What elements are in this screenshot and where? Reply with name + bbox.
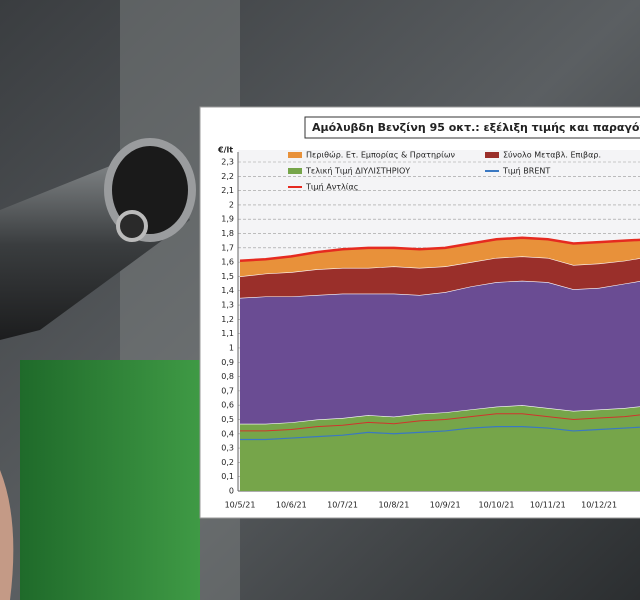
stacked-area xyxy=(240,405,640,491)
x-tick-label: 10/11/21 xyxy=(530,501,566,510)
y-tick-label: 0,5 xyxy=(221,415,234,424)
y-tick-label: 1,3 xyxy=(221,301,234,310)
legend-label: Σύνολο Μεταβλ. Επιβαρ. xyxy=(503,150,601,160)
y-tick-label: 0,1 xyxy=(221,472,234,481)
y-tick-label: 0,4 xyxy=(221,429,234,438)
x-tick-label: 10/7/21 xyxy=(327,501,358,510)
chart-title: Αμόλυβδη Βενζίνη 95 οκτ.: εξέλιξη τιμής … xyxy=(312,121,640,134)
x-tick-label: 10/10/21 xyxy=(479,501,515,510)
stacked-area xyxy=(240,256,640,298)
plot: 0 0,1 0,2 0,3 0,4 0,5 0,6 0,7 0,8 0,9 1 1,1 1,2 1,3 1,… xyxy=(221,150,640,510)
legend-swatch xyxy=(288,168,302,174)
legend-swatch xyxy=(288,152,302,158)
y-tick-label: 0,8 xyxy=(221,372,234,381)
legend-label: Τιμή BRENT xyxy=(502,167,550,176)
legend-label: Τιμή Αντλίας xyxy=(305,183,358,192)
x-tick-label: 10/12/21 xyxy=(581,501,617,510)
x-tick-label: 10/8/21 xyxy=(378,501,409,510)
y-unit: €/lt xyxy=(217,146,233,155)
y-tick-label: 2,1 xyxy=(221,186,234,195)
y-tick-label: 1,7 xyxy=(221,243,234,252)
title-box xyxy=(304,116,640,139)
y-tick-label: 1 xyxy=(229,343,234,352)
photo-hand xyxy=(0,470,14,600)
y-tick-label: 2 xyxy=(229,200,234,209)
y-tick-label: 1,4 xyxy=(221,286,234,295)
y-tick-label: 1,9 xyxy=(221,215,234,224)
y-tick-label: 0,9 xyxy=(221,358,234,367)
photo-pump xyxy=(20,360,200,600)
legend-swatch xyxy=(485,152,499,158)
x-tick-label: 10/6/21 xyxy=(276,501,307,510)
y-tick-label: 0,3 xyxy=(221,444,234,453)
y-tick-label: 2,2 xyxy=(221,172,234,181)
line xyxy=(240,413,640,432)
x-tick-label: 10/9/21 xyxy=(430,501,461,510)
x-tick-label: 10/5/21 xyxy=(225,501,256,510)
y-tick-label: 0,6 xyxy=(221,401,234,410)
y-tick-label: 1,8 xyxy=(221,229,234,238)
y-tick-label: 0,2 xyxy=(221,458,234,467)
photo-nozzle-inner xyxy=(116,210,148,242)
y-tick-label: 1,6 xyxy=(221,258,234,267)
y-tick-label: 2,3 xyxy=(221,158,234,167)
y-tick-label: 1,1 xyxy=(221,329,234,338)
legend-label: Τελική Τιμή ΔΙΥΛΙΣΤΗΡΙΟΥ xyxy=(305,167,410,176)
y-tick-label: 1,2 xyxy=(221,315,234,324)
stacked-area xyxy=(240,237,640,277)
y-tick-label: 0,7 xyxy=(221,386,234,395)
legend-label: Περιθώρ. Ετ. Εμπορίας & Πρατηρίων xyxy=(306,150,456,160)
series-group xyxy=(239,236,640,491)
line xyxy=(239,236,640,262)
y-tick-label: 1,5 xyxy=(221,272,234,281)
stacked-area xyxy=(240,280,640,424)
y-tick-label: 0 xyxy=(229,487,234,496)
line xyxy=(240,426,640,441)
